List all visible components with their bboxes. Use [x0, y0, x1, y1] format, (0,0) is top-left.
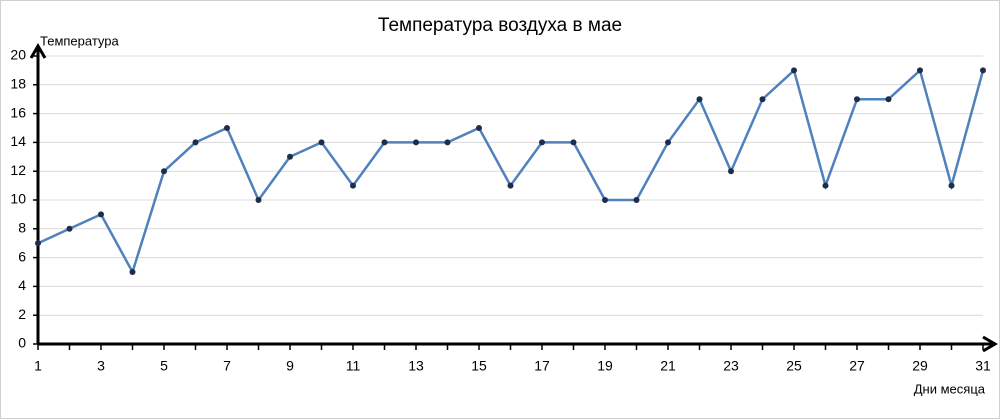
data-point	[192, 139, 199, 146]
data-point	[854, 96, 860, 103]
data-point	[822, 182, 829, 189]
x-tick-label: 11	[346, 358, 361, 374]
y-tick-label: 14	[10, 133, 26, 149]
x-tick-label: 3	[97, 358, 105, 374]
x-axis-label: Дни месяца	[914, 381, 986, 396]
data-point	[318, 139, 325, 146]
y-axis-label: Температура	[40, 33, 120, 48]
x-tick-label: 19	[597, 358, 613, 374]
y-tick-label: 0	[18, 335, 26, 351]
x-tick-label: 9	[286, 358, 294, 374]
data-point	[602, 197, 608, 203]
data-point	[633, 197, 640, 203]
y-tick-label: 12	[10, 162, 26, 178]
x-tick-label: 7	[223, 358, 231, 374]
y-tick-label: 20	[10, 47, 26, 63]
data-point	[350, 182, 356, 189]
y-tick-label: 6	[18, 248, 26, 264]
x-tick-label: 23	[723, 358, 739, 374]
x-tick-label: 13	[408, 358, 424, 374]
data-point	[728, 168, 734, 175]
x-tick-label: 25	[786, 358, 802, 374]
data-point	[917, 67, 923, 74]
data-point	[35, 240, 41, 247]
data-point	[759, 96, 766, 103]
x-tick-label: 1	[34, 358, 42, 374]
data-point	[444, 139, 451, 146]
data-point	[161, 168, 167, 175]
data-point	[129, 269, 136, 275]
data-point	[791, 67, 797, 74]
data-point	[507, 182, 514, 189]
y-tick-label: 8	[18, 220, 26, 236]
data-point	[948, 182, 955, 189]
data-point	[287, 153, 293, 160]
x-tick-label: 29	[912, 358, 928, 374]
x-tick-label: 21	[660, 358, 676, 374]
data-point	[413, 139, 419, 146]
data-point	[539, 139, 545, 146]
data-point	[476, 125, 482, 131]
data-point	[980, 67, 986, 74]
y-tick-label: 18	[10, 76, 26, 92]
x-tick-label: 15	[471, 358, 487, 374]
x-tick-label: 27	[849, 358, 865, 374]
data-point	[696, 96, 703, 103]
y-tick-label: 4	[18, 277, 26, 293]
x-tick-label: 31	[975, 358, 991, 374]
x-tick-label: 17	[534, 358, 550, 374]
data-point	[885, 96, 892, 103]
x-tick-label: 5	[160, 358, 168, 374]
y-tick-label: 16	[10, 104, 26, 120]
data-point	[98, 211, 104, 218]
chart-title: Температура воздуха в мае	[378, 15, 622, 36]
y-tick-label: 10	[10, 191, 26, 207]
data-point	[66, 225, 73, 232]
y-axis-arrow	[29, 43, 47, 59]
y-tick-label: 2	[18, 306, 26, 322]
data-point	[570, 139, 577, 146]
data-point	[224, 125, 230, 131]
data-point	[255, 197, 262, 203]
data-point	[381, 139, 388, 146]
x-axis-arrow	[982, 335, 998, 353]
data-point	[665, 139, 671, 146]
